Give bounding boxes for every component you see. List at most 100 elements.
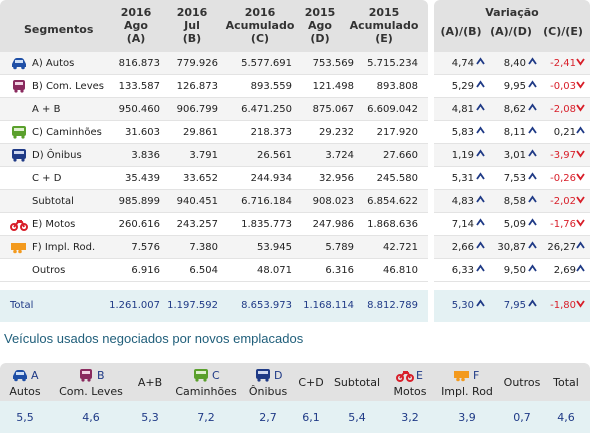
arrow-up-icon [528,241,537,250]
truck-icon [10,125,28,139]
used-col-value: 5,4 [348,411,366,424]
used-col-letter: A [31,369,39,382]
used-col-value: 0,7 [513,411,531,424]
row-value: 46.810 [383,265,418,276]
arrow-down-icon [576,218,585,227]
variation-row: 7,14 5,09 -1,76 [434,213,590,236]
table-row: C) Caminhões 31.603 29.861 218.373 29.232 217… [0,121,428,144]
arrow-up-icon [528,80,537,89]
row-value: 32.956 [319,173,354,184]
header-col-c-year: 2016 [244,6,276,19]
row-label: Subtotal [32,196,74,207]
arrow-up-icon [476,103,485,112]
row-value: 779.926 [176,58,218,69]
variation-value: 30,87 [497,242,526,253]
used-col-name: Caminhões [175,385,237,398]
row-value: 6.916 [131,265,160,276]
used-col-1: B Com. Leves 4,6 [52,363,130,433]
variation-value: 8,62 [503,104,526,115]
arrow-up-icon [528,103,537,112]
header-col-b-period: Jul [184,19,200,32]
var-col-ab: (A)/(B) [440,25,482,38]
used-col-value: 4,6 [557,411,575,424]
variation-value: 8,40 [503,58,526,69]
table-row: E) Motos 260.616 243.257 1.835.773 247.986 1.… [0,213,428,236]
used-col-value: 2,7 [259,411,277,424]
used-col-value: 5,3 [141,411,159,424]
variation-value: -1,76 [550,219,576,230]
arrow-up-icon [528,172,537,181]
header-col-c-period: Acumulado [225,19,295,32]
used-col-2: A+B 5,3 [132,363,168,433]
used-col-4: D Ônibus 2,7 [244,363,292,433]
arrow-up-icon [528,57,537,66]
variation-value: 1,19 [451,150,474,161]
header-col-b-code: (B) [182,32,202,45]
row-label: Total [10,300,34,311]
row-value: 985.899 [118,196,160,207]
arrow-up-icon [476,126,485,135]
row-value: 6.609.042 [367,104,418,115]
variation-value: 26,27 [547,242,576,253]
motorcycle-icon [10,217,28,231]
header-col-d-period: Ago [308,19,332,32]
table-row: A + B 950.460 906.799 6.471.250 875.067 6.609… [0,98,428,121]
arrow-up-icon [528,149,537,158]
header-col-d: 2015 Ago (D) [292,6,348,45]
arrow-up-icon [476,264,485,273]
row-value: 133.587 [118,81,160,92]
row-label: Outros [32,265,66,276]
variation-row: 5,31 7,53 -0,26 [434,167,590,190]
used-col-name: C+D [298,376,324,389]
row-value: 245.580 [376,173,418,184]
variation-value: 4,83 [451,196,474,207]
row-value: 244.934 [250,173,292,184]
arrow-down-icon [576,149,585,158]
header-col-a-year: 2016 [120,6,152,19]
row-label: C) Caminhões [32,127,102,138]
row-value: 42.721 [383,242,418,253]
used-col-3: C Caminhões 7,2 [170,363,242,433]
variation-value: -0,26 [550,173,576,184]
row-value: 6.716.184 [241,196,292,207]
row-value: 6.504 [189,265,218,276]
used-col-value: 3,2 [401,411,419,424]
row-value: 1.168.114 [303,300,354,311]
variation-value: 7,53 [503,173,526,184]
arrow-up-icon [576,264,585,273]
table-row: C + D 35.439 33.652 244.934 32.956 245.580 [0,167,428,190]
table-row: B) Com. Leves 133.587 126.873 893.559 121.49… [0,75,428,98]
used-vehicles-table: A Autos 5,5 B Com. Leves 4,6 A+B 5,3 C Caminhões 7… [0,363,590,435]
arrow-up-icon [476,241,485,250]
sales-table: Segmentos 2016 Ago (A) 2016 Jul (B) 2016… [0,0,590,322]
variation-value: 4,81 [451,104,474,115]
table-row: Subtotal 985.899 940.451 6.716.184 908.023 6.… [0,190,428,213]
used-values-row [0,401,590,433]
used-col-name: Outros [503,376,541,389]
row-label: E) Motos [32,219,76,230]
used-col-letter: D [274,369,283,382]
variation-value: 6,33 [451,265,474,276]
arrow-down-icon [576,299,585,308]
bus-icon [10,148,28,162]
variation-title: Variação [485,6,539,19]
row-value: 3.724 [325,150,354,161]
variation-value: -2,41 [550,58,576,69]
row-value: 121.498 [312,81,354,92]
arrow-up-icon [476,218,485,227]
row-value: 29.861 [183,127,218,138]
used-col-value: 4,6 [82,411,100,424]
table-row: F) Impl. Rod. 7.576 7.380 53.945 5.789 42.721 [0,236,428,259]
row-label: A) Autos [32,58,75,69]
header-col-c-code: (C) [250,32,270,45]
header-col-e-code: (E) [375,32,393,45]
arrow-down-icon [576,103,585,112]
variation-row: 2,66 30,87 26,27 [434,236,590,259]
row-value: 243.257 [176,219,218,230]
used-col-name: Ônibus [248,385,288,398]
used-col-name: A+B [137,376,163,389]
row-value: 940.451 [176,196,218,207]
arrow-up-icon [528,218,537,227]
row-value: 5.715.234 [367,58,418,69]
variation-value: -1,80 [550,300,576,311]
